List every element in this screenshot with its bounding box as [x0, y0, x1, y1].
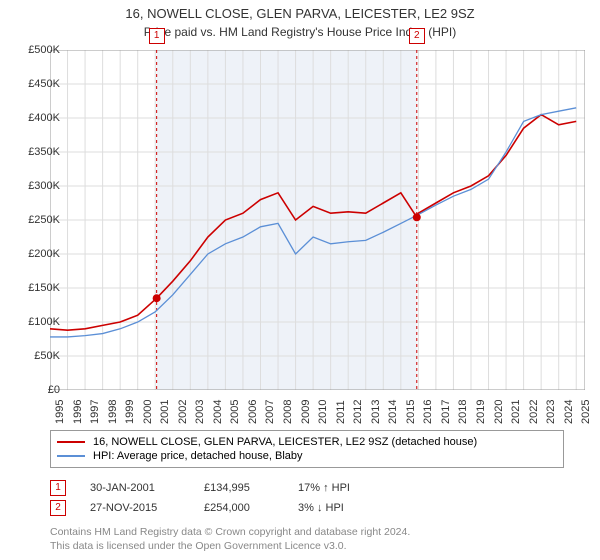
legend-swatch: [57, 455, 85, 457]
y-tick-label: £500K: [16, 44, 60, 56]
chart-plot-area: [50, 50, 585, 390]
x-tick-label: 2018: [457, 400, 469, 424]
x-tick-label: 2016: [422, 400, 434, 424]
event-date: 30-JAN-2001: [90, 482, 180, 494]
x-tick-label: 2008: [282, 400, 294, 424]
x-tick-label: 1996: [72, 400, 84, 424]
event-date: 27-NOV-2015: [90, 502, 180, 514]
attribution-line: Contains HM Land Registry data © Crown c…: [50, 526, 410, 540]
x-tick-label: 2020: [493, 400, 505, 424]
attribution-line: This data is licensed under the Open Gov…: [50, 540, 410, 554]
x-tick-label: 2015: [405, 400, 417, 424]
chart-title: 16, NOWELL CLOSE, GLEN PARVA, LEICESTER,…: [0, 0, 600, 23]
legend-swatch: [57, 441, 85, 443]
x-tick-label: 2011: [335, 400, 347, 424]
chart-svg: [50, 50, 585, 390]
x-tick-label: 2002: [177, 400, 189, 424]
y-tick-label: £300K: [16, 180, 60, 192]
sale-marker-box: 2: [409, 28, 425, 44]
x-tick-label: 2003: [194, 400, 206, 424]
event-price: £254,000: [204, 502, 274, 514]
legend-label: 16, NOWELL CLOSE, GLEN PARVA, LEICESTER,…: [93, 436, 477, 448]
x-tick-label: 2005: [229, 400, 241, 424]
event-diff: 3% ↓ HPI: [298, 502, 388, 514]
y-tick-label: £200K: [16, 248, 60, 260]
x-tick-label: 2004: [212, 400, 224, 424]
x-tick-label: 1998: [107, 400, 119, 424]
event-marker-box: 2: [50, 500, 66, 516]
chart-subtitle: Price paid vs. HM Land Registry's House …: [0, 23, 600, 39]
y-tick-label: £450K: [16, 78, 60, 90]
legend: 16, NOWELL CLOSE, GLEN PARVA, LEICESTER,…: [50, 430, 564, 468]
event-row: 2 27-NOV-2015 £254,000 3% ↓ HPI: [50, 498, 388, 518]
sale-marker-box: 1: [149, 28, 165, 44]
x-tick-label: 2013: [370, 400, 382, 424]
x-tick-label: 2012: [352, 400, 364, 424]
x-tick-label: 2010: [317, 400, 329, 424]
x-tick-label: 2000: [142, 400, 154, 424]
legend-row: 16, NOWELL CLOSE, GLEN PARVA, LEICESTER,…: [57, 435, 557, 449]
legend-row: HPI: Average price, detached house, Blab…: [57, 449, 557, 463]
x-tick-label: 2009: [300, 400, 312, 424]
x-tick-label: 2021: [510, 400, 522, 424]
event-marker-box: 1: [50, 480, 66, 496]
event-row: 1 30-JAN-2001 £134,995 17% ↑ HPI: [50, 478, 388, 498]
y-tick-label: £350K: [16, 146, 60, 158]
x-tick-label: 2006: [247, 400, 259, 424]
y-tick-label: £400K: [16, 112, 60, 124]
x-tick-label: 2019: [475, 400, 487, 424]
chart-container: 16, NOWELL CLOSE, GLEN PARVA, LEICESTER,…: [0, 0, 600, 560]
y-tick-label: £150K: [16, 282, 60, 294]
y-tick-label: £100K: [16, 316, 60, 328]
x-tick-label: 2014: [387, 400, 399, 424]
legend-label: HPI: Average price, detached house, Blab…: [93, 450, 303, 462]
events-table: 1 30-JAN-2001 £134,995 17% ↑ HPI 2 27-NO…: [50, 478, 388, 518]
x-tick-label: 1999: [124, 400, 136, 424]
x-tick-label: 1997: [89, 400, 101, 424]
x-tick-label: 2023: [545, 400, 557, 424]
x-tick-label: 2025: [580, 400, 592, 424]
y-tick-label: £50K: [16, 350, 60, 362]
x-tick-label: 2007: [264, 400, 276, 424]
x-tick-label: 2001: [159, 400, 171, 424]
x-tick-label: 2017: [440, 400, 452, 424]
x-tick-label: 2022: [528, 400, 540, 424]
y-tick-label: £250K: [16, 214, 60, 226]
event-diff: 17% ↑ HPI: [298, 482, 388, 494]
x-tick-label: 1995: [54, 400, 66, 424]
event-price: £134,995: [204, 482, 274, 494]
y-tick-label: £0: [16, 384, 60, 396]
x-tick-label: 2024: [563, 400, 575, 424]
attribution: Contains HM Land Registry data © Crown c…: [50, 526, 410, 553]
